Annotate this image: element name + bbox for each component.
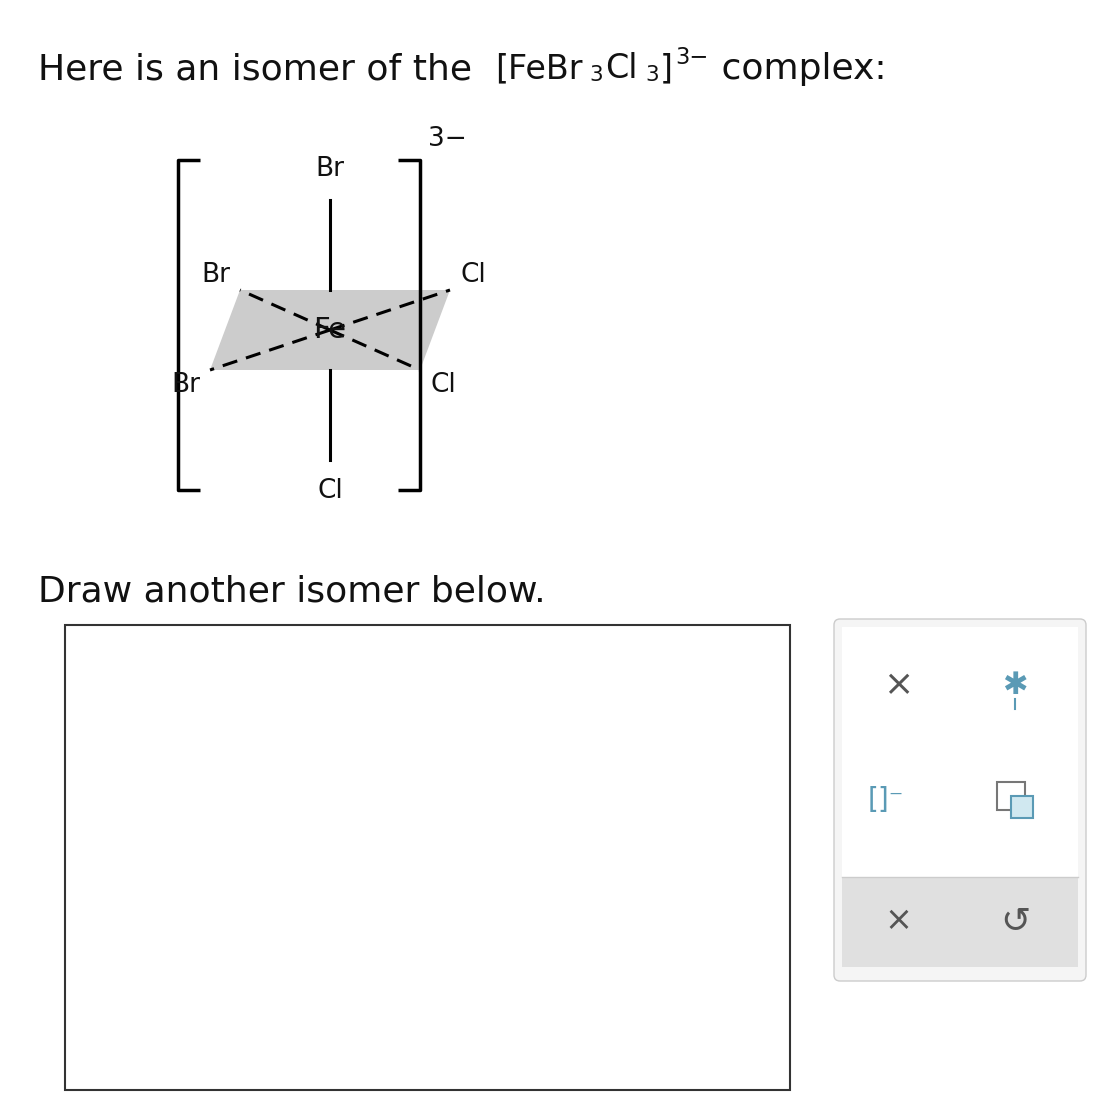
Text: Br: Br	[201, 261, 230, 288]
Text: Draw another isomer below.: Draw another isomer below.	[38, 575, 545, 609]
Text: []⁻: []⁻	[868, 786, 904, 814]
Bar	[1011, 796, 1033, 818]
Text: Fe: Fe	[314, 316, 347, 343]
Text: 3−: 3−	[675, 47, 709, 69]
Bar	[842, 878, 1078, 967]
Text: ]: ]	[660, 52, 672, 85]
Bar	[842, 627, 1078, 878]
Bar	[65, 625, 790, 1090]
Text: Cl: Cl	[317, 478, 343, 504]
Text: Cl: Cl	[460, 261, 486, 288]
Text: ↺: ↺	[999, 904, 1030, 938]
Text: ×: ×	[883, 668, 913, 702]
Text: complex:: complex:	[710, 52, 886, 86]
Text: 3: 3	[645, 65, 658, 85]
Bar	[997, 782, 1025, 810]
Text: 3−: 3−	[428, 126, 467, 152]
Text: Cl: Cl	[606, 52, 637, 85]
Text: Here is an isomer of the: Here is an isomer of the	[38, 52, 484, 86]
Polygon shape	[210, 290, 450, 370]
FancyBboxPatch shape	[834, 619, 1086, 981]
Text: Br: Br	[316, 156, 344, 182]
Text: Br: Br	[171, 372, 200, 398]
Text: 3: 3	[589, 65, 602, 85]
Text: ×: ×	[884, 904, 912, 937]
Text: [FeBr: [FeBr	[495, 52, 583, 85]
Text: Cl: Cl	[430, 372, 455, 398]
Text: ✱: ✱	[1003, 670, 1028, 699]
